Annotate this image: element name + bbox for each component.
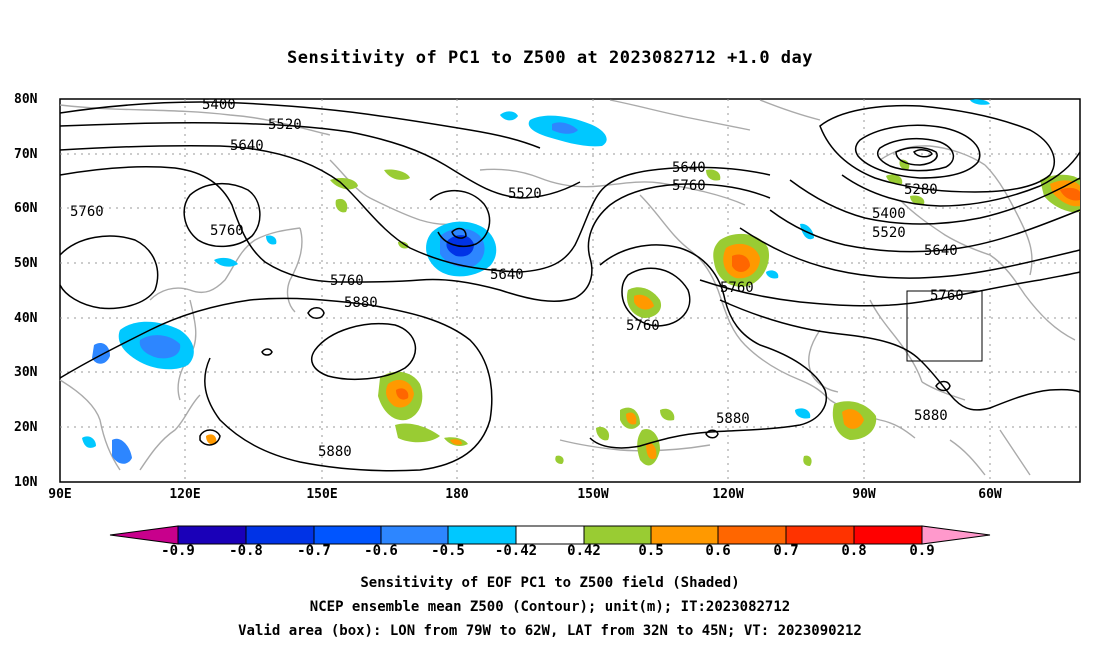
contour-label: 5520 — [508, 186, 542, 202]
contour-label: 5760 — [930, 288, 964, 304]
contour-label: 5760 — [330, 273, 364, 289]
colorbar-label: 0.5 — [638, 543, 664, 559]
contour-label: 5520 — [872, 225, 906, 241]
contour-label: 5760 — [210, 223, 244, 239]
contour-label: 5400 — [202, 97, 236, 113]
lat-label: 20N — [14, 420, 38, 435]
z500-contours — [59, 101, 1081, 472]
lat-label: 70N — [14, 147, 38, 162]
colorbar-label: -0.8 — [229, 543, 263, 559]
colorbar-label: -0.5 — [431, 543, 465, 559]
colorbar — [109, 525, 991, 545]
contour-label: 5880 — [344, 295, 378, 311]
caption-line-2: NCEP ensemble mean Z500 (Contour); unit(… — [309, 599, 791, 615]
colorbar-max-arrow — [921, 525, 991, 545]
contour-labels: 5400 5520 5640 5760 5760 5760 5520 5640 … — [70, 97, 964, 460]
colorbar-label: 0.6 — [705, 543, 731, 559]
colorbar-label: -0.9 — [161, 543, 195, 559]
contour-label: 5280 — [904, 182, 938, 198]
lon-label: 180 — [445, 487, 469, 502]
caption-line-3: Valid area (box): LON from 79W to 62W, L… — [238, 623, 862, 639]
positive-sensitivity-shading — [206, 159, 1080, 466]
lon-label: 120W — [712, 487, 744, 502]
lon-label: 150E — [306, 487, 338, 502]
contour-label: 5760 — [70, 204, 104, 220]
colorbar-label: -0.6 — [364, 543, 398, 559]
colorbar-label: 0.7 — [773, 543, 799, 559]
lon-label: 90W — [852, 487, 876, 502]
lat-label: 10N — [14, 475, 38, 490]
contour-label: 5520 — [268, 117, 302, 133]
contour-label: 5640 — [490, 267, 524, 283]
valid-area-box — [906, 290, 983, 362]
map-title: Sensitivity of PC1 to Z500 at 2023082712… — [286, 48, 813, 68]
colorbar-label: -0.42 — [494, 543, 538, 559]
contour-label: 5760 — [672, 178, 706, 194]
contour-label: 5880 — [914, 408, 948, 424]
colorbar-label: 0.8 — [841, 543, 867, 559]
contour-label: 5400 — [872, 206, 906, 222]
contour-label: 5760 — [626, 318, 660, 334]
lon-label: 150W — [577, 487, 609, 502]
contour-label: 5880 — [318, 444, 352, 460]
lon-label: 60W — [978, 487, 1002, 502]
contour-label: 5640 — [672, 160, 706, 176]
lon-label: 120E — [169, 487, 201, 502]
lat-label: 30N — [14, 365, 38, 380]
colorbar-label: 0.42 — [567, 543, 601, 559]
negative-sensitivity-shading — [82, 99, 990, 464]
lat-label: 40N — [14, 311, 38, 326]
contour-label: 5640 — [230, 138, 264, 154]
caption-line-1: Sensitivity of EOF PC1 to Z500 field (Sh… — [360, 575, 740, 591]
colorbar-label: -0.7 — [297, 543, 331, 559]
contour-label: 5880 — [716, 411, 750, 427]
lat-label: 60N — [14, 201, 38, 216]
contour-label: 5760 — [720, 280, 754, 296]
lat-label: 50N — [14, 256, 38, 271]
colorbar-label: 0.9 — [909, 543, 935, 559]
contour-label: 5640 — [924, 243, 958, 259]
lon-label: 90E — [48, 487, 72, 502]
colorbar-min-arrow — [109, 525, 179, 545]
lat-label: 80N — [14, 92, 38, 107]
